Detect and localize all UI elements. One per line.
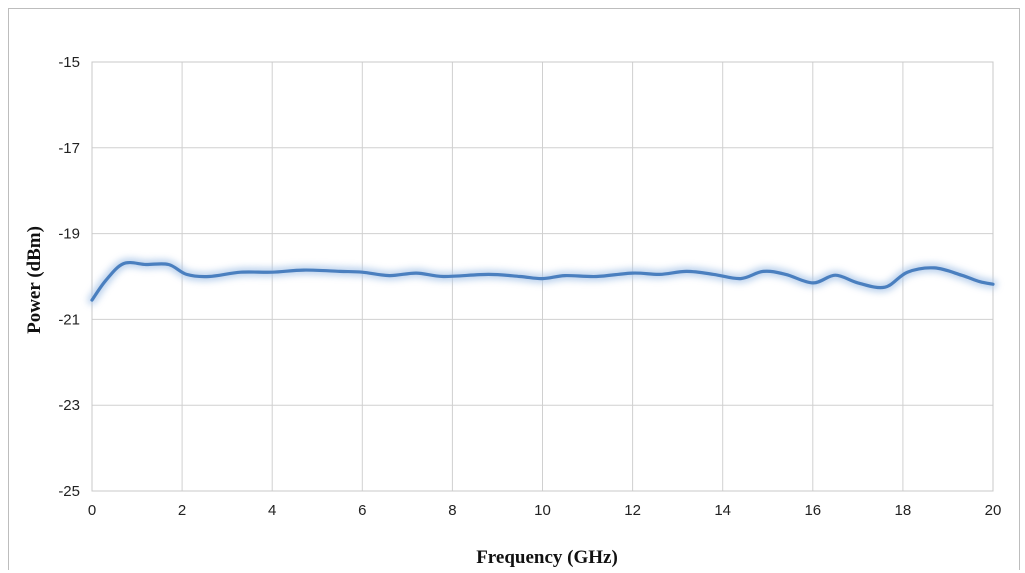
- x-tick-label: 16: [804, 502, 821, 519]
- x-axis-title: Frequency (GHz): [476, 547, 618, 568]
- plot-border: [91, 61, 994, 492]
- x-tick-label: 6: [358, 502, 366, 519]
- x-tick-label: 8: [448, 502, 456, 519]
- chart-frame: 0 2 4 6 8 10 12 14 16 18 20 -25 -23 -21 -19 -17 -15 Fre…: [8, 8, 1020, 570]
- x-tick-label: 0: [88, 502, 96, 519]
- y-tick-label: -17: [58, 140, 80, 157]
- x-tick-label: 14: [714, 502, 731, 519]
- y-tick-label: -19: [58, 226, 80, 243]
- series-layer: [87, 258, 998, 305]
- y-tick-label: -15: [58, 54, 80, 71]
- x-tick-label: 4: [268, 502, 276, 519]
- y-axis-title: Power (dBm): [24, 226, 45, 334]
- y-tick-label: -23: [58, 397, 80, 414]
- x-tick-label: 12: [624, 502, 641, 519]
- plot-area-border: [91, 61, 994, 492]
- x-tick-label: 10: [534, 502, 551, 519]
- x-axis-ticks: 0 2 4 6 8 10 12 14 16 18 20: [88, 502, 1002, 519]
- series-line: [90, 260, 995, 302]
- y-tick-label: -21: [58, 311, 80, 328]
- line-chart: 0 2 4 6 8 10 12 14 16 18 20 -25 -23 -21 -19 -17 -15 Fre…: [24, 54, 1002, 568]
- x-tick-label: 2: [178, 502, 186, 519]
- y-axis-ticks: -25 -23 -21 -19 -17 -15: [58, 54, 80, 500]
- y-tick-label: -25: [58, 483, 80, 500]
- x-tick-label: 18: [895, 502, 912, 519]
- x-tick-label: 20: [985, 502, 1002, 519]
